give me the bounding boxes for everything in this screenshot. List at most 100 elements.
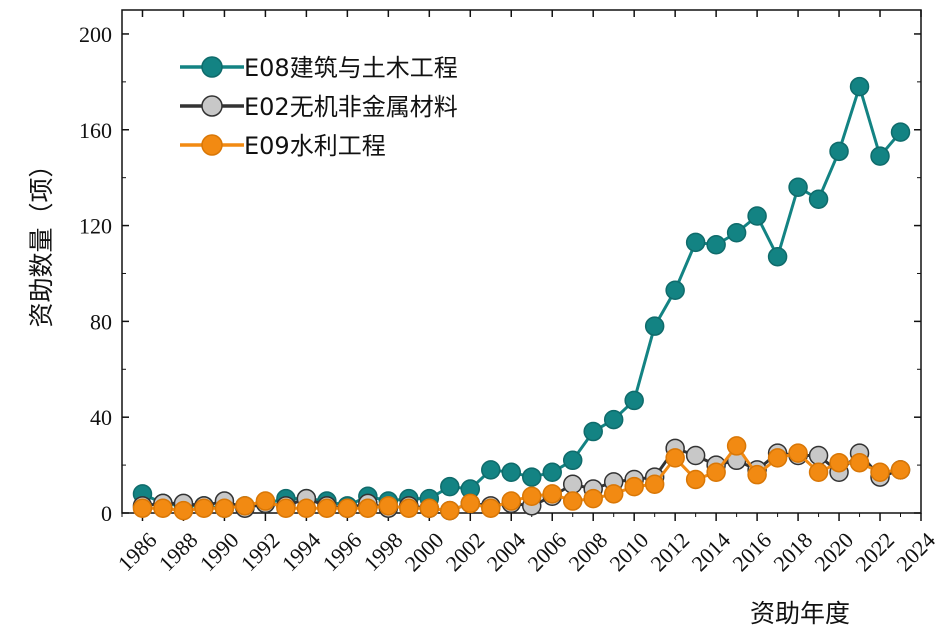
data-point xyxy=(358,498,378,518)
data-point xyxy=(706,234,726,255)
data-point xyxy=(440,500,460,521)
data-point xyxy=(132,498,153,518)
data-point xyxy=(153,498,173,518)
data-point xyxy=(460,493,481,514)
data-point xyxy=(235,496,255,516)
data-point xyxy=(440,476,460,497)
data-point xyxy=(685,232,706,253)
data-point xyxy=(194,498,214,518)
legend-marker xyxy=(201,56,223,78)
x-axis-title: 资助年度 xyxy=(750,599,850,628)
x-tick-label: 2004 xyxy=(482,527,531,576)
data-point xyxy=(542,462,562,483)
data-point xyxy=(419,498,440,518)
data-point xyxy=(542,484,562,504)
legend-label: E09水利工程 xyxy=(244,132,386,160)
data-point xyxy=(747,206,767,226)
y-tick-label: 40 xyxy=(90,405,112,430)
x-tick-label: 2016 xyxy=(727,527,776,576)
data-point xyxy=(644,474,665,495)
data-point xyxy=(788,177,808,197)
x-tick-label: 1994 xyxy=(277,527,326,576)
data-point xyxy=(378,496,399,516)
legend-label: E02无机非金属材料 xyxy=(244,93,458,121)
data-point xyxy=(767,246,788,267)
data-point xyxy=(870,462,890,483)
data-point xyxy=(788,443,808,463)
x-tick-label: 2020 xyxy=(809,527,858,576)
y-tick-label: 0 xyxy=(101,501,112,526)
data-point xyxy=(276,498,296,518)
data-point xyxy=(665,448,685,468)
y-tick-label: 160 xyxy=(79,118,112,143)
data-point xyxy=(521,467,542,487)
data-point xyxy=(624,476,644,497)
data-point xyxy=(624,390,644,411)
data-point xyxy=(562,474,583,495)
data-point xyxy=(890,122,911,142)
data-point xyxy=(603,484,624,504)
data-point xyxy=(829,141,849,162)
data-point xyxy=(870,146,890,166)
y-tick-label: 80 xyxy=(90,309,112,334)
data-point xyxy=(296,498,317,518)
x-tick-label: 2000 xyxy=(400,527,449,576)
y-tick-label: 200 xyxy=(79,22,112,47)
data-point xyxy=(890,460,911,480)
x-tick-label: 1992 xyxy=(236,527,285,576)
data-point xyxy=(726,436,747,456)
plot-frame xyxy=(121,9,922,514)
data-point xyxy=(501,491,522,511)
legend-label: E08建筑与土木工程 xyxy=(244,54,458,82)
x-tick-label: 2024 xyxy=(891,527,940,576)
x-tick-label: 2014 xyxy=(686,527,735,576)
x-tick-label: 2008 xyxy=(564,527,613,576)
legend-marker xyxy=(201,95,223,117)
x-tick-label: 2010 xyxy=(604,527,653,576)
x-tick-label: 2002 xyxy=(441,527,490,576)
data-point xyxy=(521,486,542,506)
data-point xyxy=(562,450,583,471)
data-point xyxy=(726,223,747,243)
x-tick-label: 1996 xyxy=(318,527,367,576)
data-point xyxy=(849,452,870,473)
x-tick-label: 1988 xyxy=(154,527,203,576)
data-point xyxy=(767,448,788,468)
x-tick-label: 2006 xyxy=(523,527,572,576)
data-point xyxy=(255,491,276,511)
data-point xyxy=(173,500,194,521)
data-point xyxy=(706,462,726,483)
data-point xyxy=(214,498,235,518)
data-point xyxy=(644,316,665,336)
data-point xyxy=(685,469,706,490)
legend: E08建筑与土木工程 E02无机非金属材料 E09水利工程 xyxy=(180,54,458,160)
x-tick-label: 2018 xyxy=(768,527,817,576)
legend-marker xyxy=(201,134,223,156)
data-point xyxy=(808,445,829,466)
y-tick-label: 120 xyxy=(79,214,112,239)
data-point xyxy=(481,460,501,480)
data-point xyxy=(665,280,685,300)
data-point xyxy=(501,462,522,483)
series-2 xyxy=(132,436,911,521)
x-tick-label: 2012 xyxy=(645,527,694,576)
data-point xyxy=(808,462,829,483)
data-point xyxy=(337,498,358,518)
data-point xyxy=(747,464,767,485)
x-tick-label: 1990 xyxy=(195,527,244,576)
axis-ticks: 0 40 80 120 160 200 19861988199019921994199619… xyxy=(79,10,940,576)
data-point xyxy=(317,498,337,518)
x-tick-label: 2022 xyxy=(850,527,899,576)
data-point xyxy=(849,76,870,97)
data-point xyxy=(685,445,706,466)
data-point xyxy=(603,409,624,430)
data-point xyxy=(808,189,829,209)
data-point xyxy=(583,421,603,442)
data-point xyxy=(562,491,583,511)
data-point xyxy=(481,498,501,518)
data-point xyxy=(399,498,419,518)
x-tick-label: 1998 xyxy=(359,527,408,576)
data-point xyxy=(829,452,849,473)
series-layer xyxy=(132,76,911,521)
